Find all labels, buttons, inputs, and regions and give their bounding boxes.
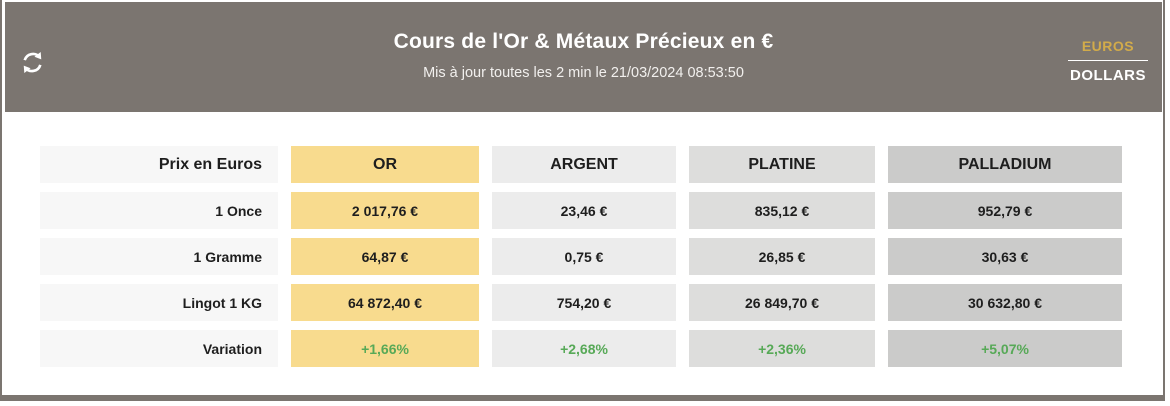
table-row-gramme: 1 Gramme 64,87 € 0,75 € 26,85 € 30,63 € [40,238,1122,275]
table-row-once: 1 Once 2 017,76 € 23,46 € 835,12 € 952,7… [40,192,1122,229]
price-palladium-lingot: 30 632,80 € [888,284,1122,321]
row-label: Lingot 1 KG [40,284,278,321]
currency-option-dollars[interactable]: DOLLARS [1070,61,1146,86]
metal-prices-table: Prix en Euros OR ARGENT PLATINE PALLADIU… [40,146,1122,376]
row-label: 1 Once [40,192,278,229]
column-header-platine: PLATINE [689,146,875,183]
last-updated-text: Mis à jour toutes les 2 min le 21/03/202… [423,64,744,81]
column-header-or: OR [291,146,479,183]
price-or-once: 2 017,76 € [291,192,479,229]
price-platine-once: 835,12 € [689,192,875,229]
table-row-lingot: Lingot 1 KG 64 872,40 € 754,20 € 26 849,… [40,284,1122,321]
table-row-variation: Variation +1,66% +2,68% +2,36% +5,07% [40,330,1122,367]
price-argent-lingot: 754,20 € [492,284,676,321]
price-argent-gramme: 0,75 € [492,238,676,275]
price-platine-gramme: 26,85 € [689,238,875,275]
price-palladium-once: 952,79 € [888,192,1122,229]
row-label: 1 Gramme [40,238,278,275]
table-header-row: Prix en Euros OR ARGENT PLATINE PALLADIU… [40,146,1122,183]
corner-label: Prix en Euros [40,146,278,183]
variation-or: +1,66% [291,330,479,367]
widget-header: Cours de l'Or & Métaux Précieux en € Mis… [5,2,1162,112]
price-platine-lingot: 26 849,70 € [689,284,875,321]
page-title: Cours de l'Or & Métaux Précieux en € [393,29,774,53]
column-header-argent: ARGENT [492,146,676,183]
variation-palladium: +5,07% [888,330,1122,367]
currency-toggle-divider [1068,60,1148,61]
column-header-palladium: PALLADIUM [888,146,1122,183]
currency-option-euros[interactable]: EUROS [1082,36,1134,60]
refresh-icon [20,50,45,78]
price-palladium-gramme: 30,63 € [888,238,1122,275]
price-argent-once: 23,46 € [492,192,676,229]
variation-platine: +2,36% [689,330,875,367]
currency-toggle: EUROS DOLLARS [1067,36,1149,86]
refresh-button[interactable] [18,50,46,78]
variation-argent: +2,68% [492,330,676,367]
row-label: Variation [40,330,278,367]
price-or-lingot: 64 872,40 € [291,284,479,321]
price-or-gramme: 64,87 € [291,238,479,275]
header-titles: Cours de l'Or & Métaux Précieux en € Mis… [5,2,1162,112]
